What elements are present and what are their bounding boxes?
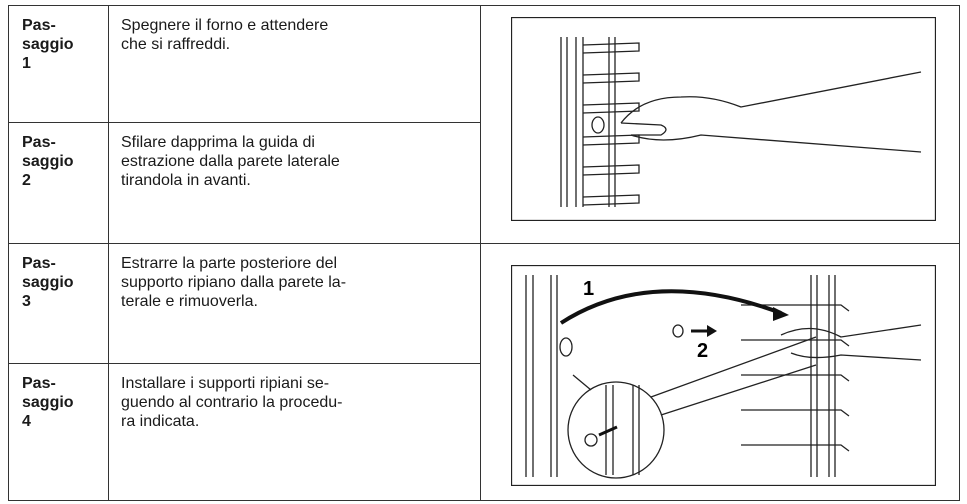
callout-number: 1 (583, 278, 594, 300)
drawing (741, 444, 850, 452)
step-text: Estrarre la parte posteriore del supporto… (108, 243, 481, 364)
drawing (672, 324, 684, 338)
callout-number: 2 (697, 340, 708, 362)
label-line: Pas- (22, 255, 56, 272)
illustration: 12 (511, 265, 936, 486)
drawing (707, 325, 717, 337)
text-line: estrazione dalla parete laterale (121, 153, 340, 170)
drawing (773, 307, 789, 321)
step-label: Pas-saggio 3 (8, 243, 109, 364)
text-line: ra indicata. (121, 413, 200, 430)
text-line: che si raffreddi. (121, 36, 231, 53)
step-text: Installare i supporti ripiani se-guendo … (108, 363, 481, 501)
drawing (780, 324, 922, 361)
step-label: Pas-saggio 2 (8, 122, 109, 244)
drawing (741, 304, 850, 312)
drawing (598, 425, 618, 437)
label-line: 2 (22, 172, 31, 189)
step-text: Sfilare dapprima la guida di estrazione d… (108, 122, 481, 244)
drawing (741, 374, 850, 382)
drawing (582, 134, 640, 146)
label-line: Pas- (22, 17, 56, 34)
drawing (620, 71, 922, 153)
label-line: saggio (22, 274, 74, 291)
drawing (567, 381, 665, 479)
drawing (582, 194, 640, 206)
step-label: Pas-saggio 1 (8, 5, 109, 123)
drawing (582, 42, 640, 54)
label-line: Pas- (22, 134, 56, 151)
text-line: tirandola in avanti. (121, 172, 251, 189)
drawing (511, 17, 936, 221)
drawing (511, 265, 936, 486)
text-line: Spegnere il forno e attendere (121, 17, 329, 34)
step-label: Pas-saggio 4 (8, 363, 109, 501)
drawing (582, 164, 640, 176)
text-line: Estrarre la parte posteriore del (121, 255, 338, 272)
label-line: saggio (22, 394, 74, 411)
drawing (584, 433, 598, 447)
step-text: Spegnere il forno e attendere che si raff… (108, 5, 481, 123)
drawing (572, 336, 817, 416)
drawing (741, 339, 850, 347)
drawing (591, 116, 605, 134)
text-line: Sfilare dapprima la guida di (121, 134, 315, 151)
label-line: 3 (22, 293, 31, 310)
text-line: Installare i supporti ripiani se- (121, 375, 330, 392)
label-line: saggio (22, 36, 74, 53)
drawing (582, 102, 640, 114)
label-line: saggio (22, 153, 74, 170)
drawing (582, 72, 640, 84)
figure-cell (480, 243, 960, 501)
drawing (559, 289, 782, 325)
label-line: Pas- (22, 375, 56, 392)
text-line: guendo al contrario la procedu- (121, 394, 343, 411)
drawing (741, 409, 850, 417)
label-line: 1 (22, 55, 31, 72)
label-line: 4 (22, 413, 31, 430)
drawing (559, 337, 573, 357)
illustration (511, 17, 936, 221)
text-line: terale e rimuoverla. (121, 293, 258, 310)
text-line: supporto ripiano dalla parete la- (121, 274, 347, 291)
